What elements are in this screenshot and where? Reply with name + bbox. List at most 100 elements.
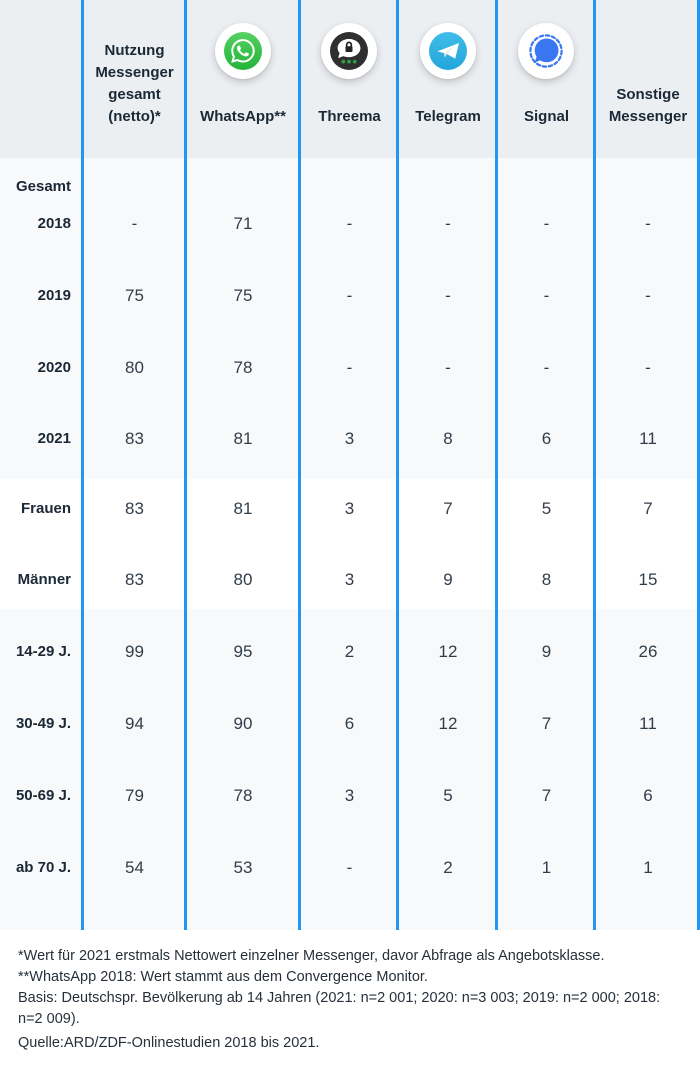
value-cell: 8	[541, 570, 552, 589]
row-label: 2019	[37, 287, 71, 304]
value-cell: -	[346, 358, 353, 377]
column-header-line: Messenger	[608, 108, 688, 125]
value-cell: 6	[344, 714, 355, 733]
row-label: 2018	[37, 215, 71, 232]
table-row: 2021 83 81 3 8 6 11	[0, 422, 700, 456]
value-cell: 6	[541, 429, 552, 448]
table-row: 2019 75 75 - - - -	[0, 279, 700, 313]
value-cell: 99	[125, 642, 144, 661]
column-line	[81, 0, 84, 930]
value-cell: 81	[233, 429, 253, 448]
value-cell: 1	[541, 858, 552, 877]
footnote-line: Basis: Deutschspr. Bevölkerung ab 14 Jah…	[18, 990, 661, 1027]
table-row: Männer 83 80 3 9 8 15	[0, 563, 700, 597]
column-header-line: gesamt	[108, 86, 161, 103]
age-section-band	[0, 609, 700, 930]
threema-icon	[321, 23, 377, 79]
value-cell: -	[645, 358, 651, 377]
value-cell: 5	[443, 786, 453, 805]
value-cell: -	[131, 214, 138, 233]
column-header-signal: Signal	[523, 108, 569, 125]
gender-section-band	[0, 479, 700, 609]
value-cell: 3	[344, 570, 355, 589]
table-row: 30-49 J. 94 90 6 12 7 11	[0, 707, 700, 741]
column-header-telegram: Telegram	[415, 108, 481, 125]
value-cell: 2	[344, 642, 355, 661]
value-cell: -	[543, 358, 550, 377]
value-cell: 81	[233, 499, 253, 518]
value-cell: 95	[233, 642, 253, 661]
value-cell: -	[445, 358, 451, 377]
value-cell: 8	[443, 429, 453, 448]
value-cell: 54	[125, 858, 144, 877]
value-cell: -	[445, 214, 451, 233]
value-cell: 79	[125, 786, 144, 805]
value-cell: 15	[638, 570, 658, 589]
column-line	[184, 0, 187, 930]
column-header-threema: Threema	[318, 108, 381, 125]
value-cell: 7	[643, 499, 653, 518]
column-line	[298, 0, 301, 930]
value-cell: 3	[344, 786, 355, 805]
value-cell: 75	[125, 286, 144, 305]
column-header-line: Nutzung	[104, 42, 165, 59]
column-header-line: Messenger	[95, 64, 174, 81]
value-cell: -	[645, 214, 651, 233]
whatsapp-icon	[215, 23, 271, 79]
footnote-line: *Wert für 2021 erstmals Nettowert einzel…	[18, 948, 605, 964]
row-label: Frauen	[20, 500, 71, 517]
value-cell: 80	[233, 570, 253, 589]
value-cell: -	[543, 214, 550, 233]
value-cell: 9	[541, 642, 552, 661]
table-group-row: Gesamt	[0, 170, 700, 204]
row-label: 2021	[37, 430, 71, 447]
value-cell: 53	[233, 858, 253, 877]
value-cell: 6	[643, 786, 653, 805]
value-cell: 83	[125, 499, 144, 518]
value-cell: 3	[344, 429, 355, 448]
footnote-line: **WhatsApp 2018: Wert stammt aus dem Con…	[18, 969, 428, 985]
value-cell: 94	[125, 714, 144, 733]
value-cell: -	[346, 214, 353, 233]
row-label: 2020	[37, 359, 71, 376]
table-row: 14-29 J. 99 95 2 12 9 26	[0, 635, 700, 669]
source-line: Quelle:ARD/ZDF-Onlinestudien 2018 bis 20…	[18, 1035, 320, 1051]
value-cell: -	[346, 286, 353, 305]
row-label: 50-69 J.	[15, 787, 71, 804]
value-cell: -	[543, 286, 550, 305]
value-cell: 71	[233, 214, 253, 233]
value-cell: 83	[125, 570, 144, 589]
column-header-line: (netto)*	[108, 108, 161, 125]
years-section-band	[0, 158, 700, 479]
column-header-nutzung: Nutzung Messenger gesamt (netto)*	[83, 40, 186, 128]
value-cell: 3	[344, 499, 355, 518]
value-cell: -	[346, 858, 353, 877]
value-cell: 12	[438, 714, 458, 733]
row-label: 30-49 J.	[15, 715, 71, 732]
value-cell: 9	[443, 570, 453, 589]
value-cell: 11	[639, 714, 657, 733]
column-header-whatsapp: WhatsApp**	[200, 108, 286, 125]
value-cell: -	[645, 286, 651, 305]
table-row: 2020 80 78 - - - -	[0, 351, 700, 385]
column-line	[697, 0, 700, 930]
value-cell: 12	[438, 642, 458, 661]
table-row: ab 70 J. 54 53 - 2 1 1	[0, 851, 700, 885]
value-cell: 7	[443, 499, 453, 518]
footnotes-block: *Wert für 2021 erstmals Nettowert einzel…	[18, 946, 686, 1030]
value-cell: 26	[638, 642, 658, 661]
table-row: 50-69 J. 79 78 3 5 7 6	[0, 779, 700, 813]
value-cell: 90	[233, 714, 253, 733]
telegram-icon	[420, 23, 476, 79]
column-line	[495, 0, 498, 930]
value-cell: 78	[233, 358, 253, 377]
value-cell: 75	[233, 286, 253, 305]
value-cell: 80	[125, 358, 144, 377]
row-label: Männer	[17, 571, 71, 588]
row-label: ab 70 J.	[15, 859, 71, 876]
value-cell: 2	[443, 858, 453, 877]
column-line	[593, 0, 596, 930]
value-cell: 7	[541, 714, 552, 733]
signal-icon	[518, 23, 574, 79]
